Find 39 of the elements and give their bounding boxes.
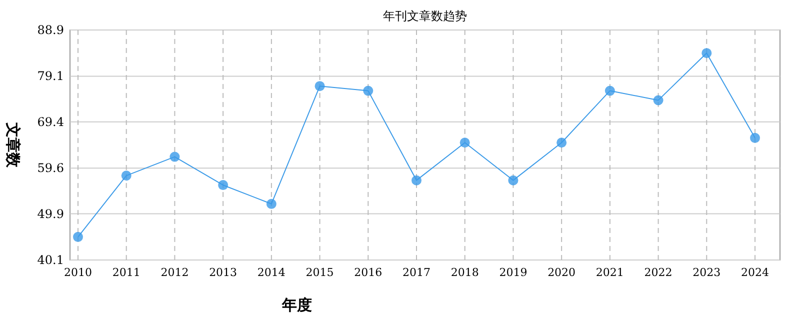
x-tick-label: 2015 — [306, 266, 334, 279]
y-tick-label: 79.1 — [37, 69, 64, 84]
x-axis-title: 年度 — [281, 296, 312, 314]
x-tick-label: 2014 — [257, 266, 286, 279]
x-tick-label: 2010 — [64, 266, 92, 279]
x-tick-label: 2021 — [596, 266, 624, 279]
x-tick-label: 2013 — [209, 266, 238, 279]
x-tick-label: 2012 — [160, 266, 189, 279]
chart-title: 年刊文章数趋势 — [383, 9, 467, 23]
point — [653, 95, 664, 106]
point — [218, 180, 228, 190]
y-tick-label: 88.9 — [37, 23, 64, 37]
point — [556, 138, 567, 148]
y-axis-title: 文章数 — [4, 122, 22, 168]
y-tick-label: 49.9 — [37, 206, 64, 221]
point — [121, 170, 132, 181]
x-tick-label: 2011 — [112, 266, 140, 279]
x-tick-label: 2018 — [450, 266, 479, 279]
x-tick-label: 2019 — [499, 266, 528, 279]
x-tick-label: 2022 — [644, 266, 672, 279]
x-tick-label: 2017 — [402, 266, 430, 279]
point — [314, 81, 325, 92]
y-tick-label: 69.4 — [37, 114, 64, 129]
x-tick-label: 2024 — [741, 266, 769, 279]
point — [170, 152, 180, 162]
point — [702, 48, 712, 58]
point — [363, 86, 374, 96]
point — [750, 132, 760, 143]
point — [412, 175, 422, 186]
point — [266, 198, 276, 209]
point — [460, 138, 470, 148]
x-tick-label: 2016 — [354, 266, 382, 279]
x-tick-label: 2020 — [548, 266, 576, 279]
point — [508, 175, 518, 186]
point — [73, 232, 83, 242]
y-tick-label: 40.1 — [37, 253, 64, 267]
point — [604, 86, 615, 96]
y-tick-label: 59.6 — [37, 161, 64, 176]
x-tick-label: 2023 — [692, 266, 721, 279]
